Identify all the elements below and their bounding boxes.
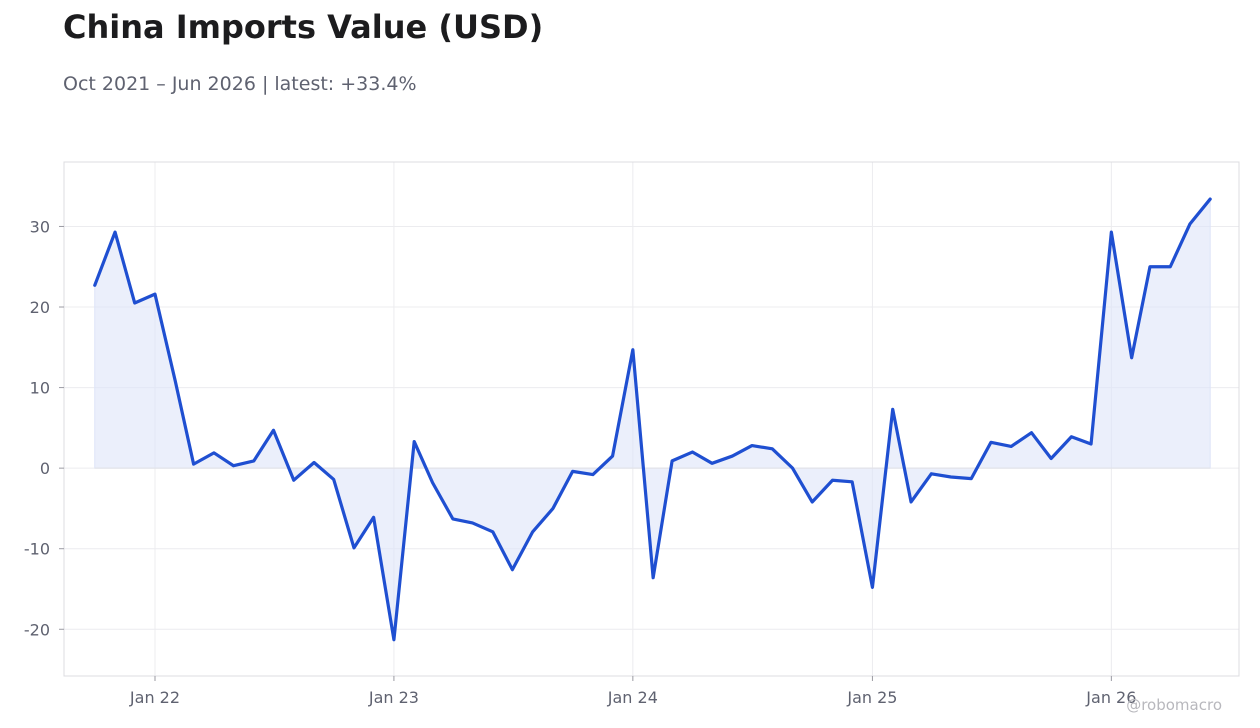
- x-tick-label: Jan 23: [368, 688, 419, 707]
- data-point: [93, 283, 97, 287]
- data-point: [1148, 265, 1152, 269]
- data-point: [909, 500, 913, 504]
- y-axis-ticks: 30 20 10 0 -10 -20: [24, 217, 64, 639]
- y-tick-label: 0: [40, 459, 50, 478]
- data-point: [1109, 230, 1113, 234]
- data-point: [891, 407, 895, 411]
- data-point: [1130, 356, 1134, 360]
- data-point: [1089, 442, 1093, 446]
- data-point: [571, 469, 575, 473]
- data-point: [332, 477, 336, 481]
- data-point: [611, 454, 615, 458]
- data-point: [830, 478, 834, 482]
- data-point: [870, 585, 874, 589]
- data-point: [372, 515, 376, 519]
- data-point: [1208, 197, 1212, 201]
- data-point: [531, 530, 535, 534]
- x-axis-ticks: Jan 22 Jan 23 Jan 24 Jan 25 Jan 26: [129, 676, 1136, 707]
- chart-subtitle: Oct 2021 – Jun 2026 | latest: +33.4%: [63, 73, 417, 95]
- data-point: [153, 292, 157, 296]
- data-point: [989, 440, 993, 444]
- data-point: [431, 481, 435, 485]
- data-point: [252, 459, 256, 463]
- data-point: [949, 475, 953, 479]
- data-point: [212, 451, 216, 455]
- watermark-text: @robomacro: [1126, 696, 1222, 714]
- x-tick-label: Jan 25: [846, 688, 897, 707]
- y-tick-label: 20: [30, 298, 50, 317]
- data-point: [173, 379, 177, 383]
- plot-frame: [63, 161, 1240, 677]
- data-point: [451, 517, 455, 521]
- data-point: [631, 348, 635, 352]
- data-point: [510, 568, 514, 572]
- data-point: [1168, 265, 1172, 269]
- data-point: [1029, 431, 1033, 435]
- data-point: [969, 477, 973, 481]
- data-point: [710, 461, 714, 465]
- data-point: [1069, 435, 1073, 439]
- data-point: [670, 459, 674, 463]
- data-point: [1049, 456, 1053, 460]
- data-point: [412, 440, 416, 444]
- series-line: [93, 197, 1212, 642]
- data-point: [113, 230, 117, 234]
- chart-title: China Imports Value (USD): [63, 8, 544, 46]
- data-point: [730, 454, 734, 458]
- data-point: [651, 576, 655, 580]
- data-point: [591, 473, 595, 477]
- data-point: [470, 521, 474, 525]
- data-point: [192, 462, 196, 466]
- y-tick-label: 30: [30, 217, 50, 236]
- data-point: [551, 506, 555, 510]
- data-point: [392, 638, 396, 642]
- data-point: [929, 472, 933, 476]
- data-point: [750, 444, 754, 448]
- y-tick-label: -10: [24, 540, 50, 559]
- x-tick-label: Jan 22: [129, 688, 180, 707]
- data-point: [1188, 222, 1192, 226]
- data-point: [1009, 444, 1013, 448]
- data-point: [352, 546, 356, 550]
- data-point: [690, 450, 694, 454]
- data-point: [810, 500, 814, 504]
- data-point: [791, 466, 795, 470]
- data-point: [232, 464, 236, 468]
- y-tick-label: 10: [30, 379, 50, 398]
- data-point: [133, 301, 137, 305]
- data-point: [850, 480, 854, 484]
- series-line-group: [93, 197, 1212, 642]
- data-point: [271, 428, 275, 432]
- data-point: [292, 478, 296, 482]
- x-tick-label: Jan 24: [607, 688, 658, 707]
- data-point: [312, 461, 316, 465]
- x-tick-label: Jan 26: [1085, 688, 1136, 707]
- data-point: [770, 447, 774, 451]
- grid-lines: [64, 162, 1239, 676]
- data-point: [491, 530, 495, 534]
- y-tick-label: -20: [24, 620, 50, 639]
